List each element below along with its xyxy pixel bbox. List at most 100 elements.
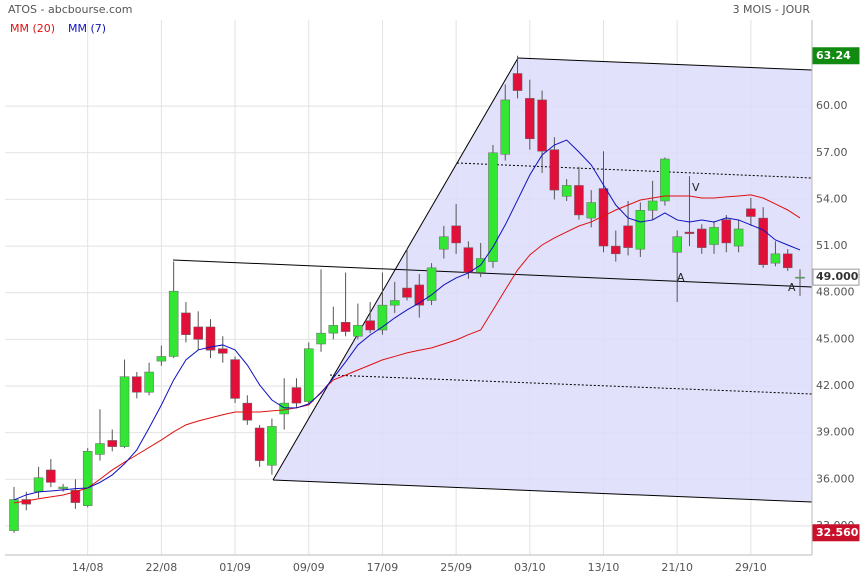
moving-average (13, 194, 801, 504)
dashed-line (329, 374, 812, 395)
trend-line (172, 259, 812, 288)
candle-body (377, 304, 388, 331)
candle-body (254, 427, 265, 461)
candle-body (340, 321, 351, 332)
x-tick-label: 21/10 (661, 561, 693, 574)
candle-body (353, 325, 363, 337)
price-tag (812, 268, 860, 286)
y-tick-label: 60.00 (816, 99, 848, 112)
y-tick-label: 36.000 (816, 472, 855, 485)
y-tick-label: 48.000 (816, 286, 855, 299)
candle-body (33, 477, 44, 492)
candle-body (488, 152, 498, 262)
candle-body (291, 387, 302, 404)
candle-body (537, 99, 547, 152)
price-tag (812, 47, 860, 65)
candle-body (758, 217, 768, 265)
y-tick-label: 57.00 (816, 146, 848, 159)
dashed-line (456, 162, 812, 179)
candle-body (168, 290, 179, 357)
candle-body (561, 185, 572, 197)
candle-body (426, 267, 437, 301)
x-tick-label: 14/08 (72, 561, 104, 574)
candle-body (635, 210, 646, 250)
y-tick-label: 54.00 (816, 192, 848, 205)
trend-line (272, 479, 812, 503)
candle-body (414, 284, 425, 306)
candle-body (402, 287, 412, 298)
x-tick-label: 25/09 (440, 561, 472, 574)
candle-body (684, 231, 695, 234)
x-tick-label: 17/09 (367, 561, 399, 574)
candle-body (316, 332, 326, 345)
pitchfork-area (273, 58, 812, 502)
y-tick-label: 42.000 (816, 379, 855, 392)
annotation: A (677, 271, 685, 284)
x-tick-label: 03/10 (514, 561, 546, 574)
candle-body (9, 499, 19, 531)
candle-body (95, 443, 105, 455)
candle-body (795, 276, 805, 279)
candle-body (709, 227, 719, 245)
candle-body (512, 73, 523, 91)
legend-label: MM (7) (68, 22, 106, 35)
candle-body (586, 202, 596, 219)
candle-body (304, 348, 314, 402)
annotation: V (692, 181, 700, 194)
candle-body (647, 200, 658, 211)
candle-body (463, 247, 474, 273)
candle-body (525, 98, 535, 140)
candle-body (156, 356, 167, 362)
annotation: A (788, 281, 796, 294)
y-tick-label: 51.00 (816, 239, 848, 252)
candle-body (193, 326, 203, 340)
y-tick-label: 45.000 (816, 332, 855, 345)
candle-body (672, 236, 682, 253)
candle-body (218, 348, 228, 354)
candle-body (439, 236, 449, 250)
candle-body (611, 245, 621, 255)
y-tick-label: 39.000 (816, 426, 855, 439)
candle-body (500, 99, 510, 155)
x-tick-label: 29/10 (735, 561, 767, 574)
legend-label: MM (20) (10, 22, 55, 35)
chart-title: ATOS - abcbourse.com (8, 3, 132, 16)
candle-body (697, 228, 707, 248)
x-tick-label: 09/09 (293, 561, 325, 574)
trend-line (517, 57, 812, 71)
candle-body (267, 426, 277, 466)
marks (9, 55, 805, 533)
candle-body (181, 312, 191, 335)
candle-body (549, 149, 560, 191)
candle-body (46, 469, 56, 483)
candle-body (598, 188, 609, 247)
candle-body (58, 486, 68, 489)
x-tick-label: 13/10 (588, 561, 620, 574)
candle-body (721, 219, 732, 244)
candle-body (205, 326, 216, 351)
price-tag-label: 49.000 (816, 270, 859, 283)
candle-body (451, 225, 461, 244)
candle-body (365, 320, 375, 331)
candle-body (279, 402, 289, 415)
candle-body (132, 376, 142, 393)
candle-body (733, 228, 744, 247)
price-tag-label: 32.560 (816, 526, 859, 539)
candle-body (119, 376, 130, 447)
candle-body (746, 208, 756, 217)
drawing-tools (172, 57, 812, 503)
x-tick-label: 22/08 (146, 561, 178, 574)
candle-body (144, 371, 154, 393)
candle-body (328, 325, 339, 334)
candle-body (107, 440, 117, 447)
price-tag (812, 524, 860, 542)
candle-body (660, 158, 670, 202)
candle-body (230, 359, 240, 399)
moving-average (13, 139, 801, 501)
price-tag-label: 63.24 (816, 49, 851, 62)
candle-body (782, 253, 793, 269)
chart-subtitle: 3 MOIS - JOUR (733, 3, 811, 16)
x-tick-label: 01/09 (219, 561, 251, 574)
candle-body (623, 225, 633, 248)
